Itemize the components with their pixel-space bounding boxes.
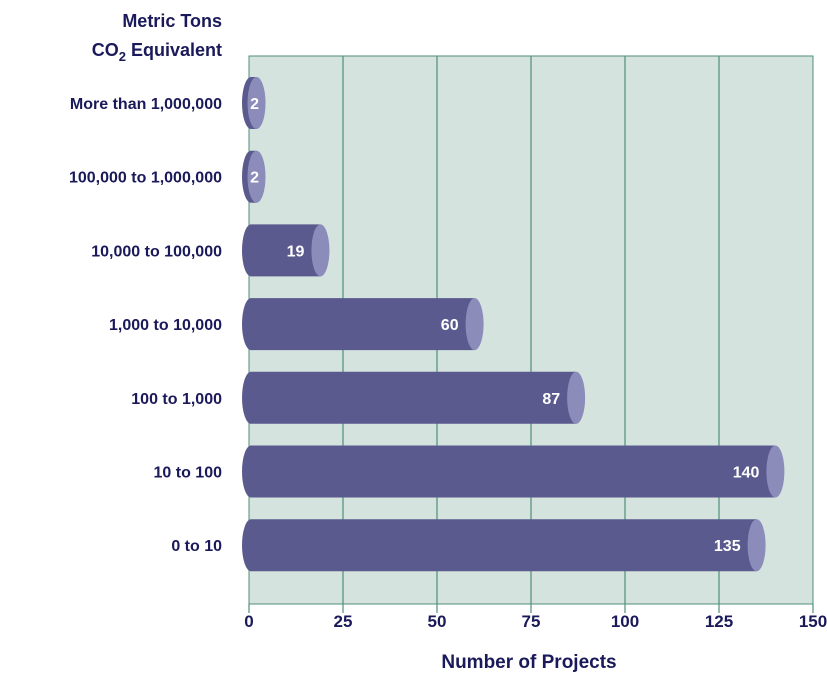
bar-end-cap [567, 371, 586, 424]
category-label: 100 to 1,000 [131, 391, 222, 408]
bar [242, 445, 776, 498]
x-tick-label: 75 [522, 612, 541, 631]
category-label: More than 1,000,000 [70, 96, 222, 113]
bar-end-cap [247, 77, 266, 129]
bar-end-cap [465, 298, 484, 351]
y-axis-title-rest: Equivalent [126, 40, 222, 60]
y-axis-title-line-2: CO2 Equivalent [92, 40, 222, 64]
bars: 2 2 19 60 87 140 135 [242, 77, 785, 572]
y-axis-title-line-1: Metric Tons [122, 11, 222, 31]
x-tick-label: 100 [611, 612, 639, 631]
category-label: 10,000 to 100,000 [91, 243, 222, 260]
data-label: 2 [250, 170, 259, 187]
bar [242, 224, 321, 277]
x-tick-label: 125 [705, 612, 733, 631]
data-label: 140 [733, 465, 760, 482]
x-tick-label: 50 [428, 612, 447, 631]
category-label: 10 to 100 [154, 465, 223, 482]
bar [242, 298, 475, 351]
bar-end-cap [311, 224, 330, 277]
category-label: 1,000 to 10,000 [109, 317, 222, 334]
category-labels: More than 1,000,000 100,000 to 1,000,000 1… [69, 96, 222, 555]
category-label: 0 to 10 [171, 538, 222, 555]
bar-end-cap [747, 519, 766, 572]
bar-end-cap [766, 445, 785, 498]
bar-end-cap [247, 150, 266, 203]
bar [242, 371, 577, 424]
data-label: 135 [714, 538, 741, 555]
y-axis-title-subscript: 2 [119, 49, 126, 64]
x-tick-label: 150 [799, 612, 827, 631]
category-label: 100,000 to 1,000,000 [69, 170, 222, 187]
data-label: 2 [250, 96, 259, 113]
data-label: 87 [542, 391, 560, 408]
data-label: 19 [287, 243, 305, 260]
x-axis-ticks: 0 25 50 75 100 125 150 [244, 604, 827, 631]
bar [242, 519, 757, 572]
x-axis-title: Number of Projects [441, 652, 616, 673]
data-label: 60 [441, 317, 459, 334]
x-tick-label: 0 [244, 612, 253, 631]
y-axis-title-co: CO [92, 40, 119, 60]
x-tick-label: 25 [334, 612, 353, 631]
